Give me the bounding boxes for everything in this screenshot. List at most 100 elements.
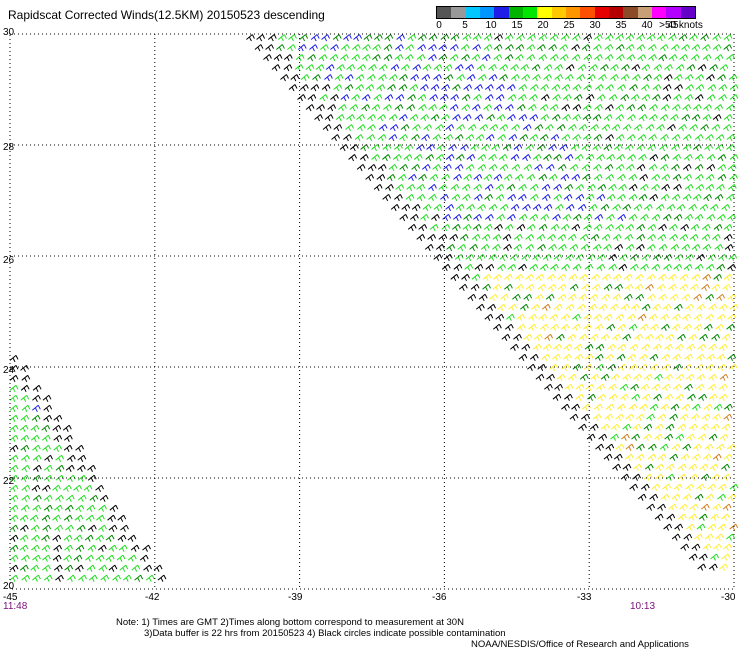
wind-barb: [648, 54, 657, 62]
wind-barb: [454, 253, 464, 262]
wind-barb: [592, 114, 602, 122]
wind-barb: [654, 423, 664, 431]
wind-barb: [628, 184, 638, 192]
wind-barb: [624, 283, 634, 292]
wind-barb: [75, 444, 85, 452]
wind-barb: [658, 223, 667, 232]
wind-barb: [21, 494, 31, 502]
wind-barb: [543, 74, 552, 82]
wind-barb: [727, 353, 737, 361]
wind-barb: [664, 343, 673, 351]
wind-barb: [493, 104, 503, 112]
wind-barb: [567, 333, 577, 341]
wind-barb: [120, 524, 129, 532]
wind-barb: [433, 253, 443, 262]
wind-barb: [603, 243, 612, 252]
wind-barb: [335, 114, 345, 122]
wind-barb: [583, 84, 592, 92]
wind-barb: [593, 134, 603, 142]
wind-barb: [638, 194, 648, 202]
lon-label-minus45: -45: [3, 592, 18, 603]
wind-barb: [633, 203, 643, 212]
wind-barb: [708, 303, 718, 312]
wind-barb: [651, 483, 661, 491]
wind-barb: [42, 444, 51, 452]
wind-barb: [105, 534, 115, 542]
wind-barb: [726, 104, 735, 112]
wind-barb: [41, 434, 51, 442]
wind-barb: [568, 273, 578, 282]
wind-barb: [661, 323, 670, 331]
wind-barb: [320, 44, 329, 52]
wind-barb: [473, 174, 483, 182]
wind-barb: [701, 413, 711, 421]
wind-barb: [526, 44, 536, 52]
wind-barb: [145, 574, 155, 582]
wind-barb: [668, 273, 677, 282]
wind-barb: [654, 513, 664, 521]
wind-barb: [572, 134, 581, 142]
wind-barb: [596, 263, 606, 272]
wind-barb: [721, 203, 731, 212]
wind-barb: [484, 84, 494, 92]
wind-barb: [549, 363, 559, 371]
wind-barb: [682, 194, 692, 202]
wind-barb: [65, 524, 74, 532]
wind-barb: [685, 303, 694, 312]
wind-barb: [373, 184, 383, 192]
wind-barb: [420, 213, 429, 222]
wind-barb: [652, 303, 661, 312]
wind-barb: [625, 243, 635, 252]
wind-barb: [493, 54, 503, 62]
wind-barb: [31, 534, 40, 542]
wind-barb: [606, 323, 616, 331]
wind-barb: [642, 393, 651, 401]
wind-barb: [682, 134, 692, 142]
wind-barb: [9, 534, 19, 542]
wind-barb: [390, 64, 400, 72]
wind-barb: [608, 393, 618, 401]
wind-barb: [587, 393, 596, 401]
wind-barb: [610, 433, 619, 441]
wind-barb: [726, 194, 735, 202]
wind-barb: [611, 423, 620, 431]
wind-barb: [718, 84, 728, 92]
wind-barb: [615, 164, 625, 172]
wind-barb: [21, 484, 31, 492]
wind-barb: [263, 54, 272, 62]
wind-barb: [718, 343, 728, 351]
wind-barb: [646, 293, 656, 302]
wind-barb: [399, 134, 408, 142]
wind-barb: [485, 263, 495, 272]
wind-barb: [521, 253, 531, 262]
wind-barb: [435, 243, 445, 252]
wind-barb: [396, 34, 406, 42]
wind-barb: [700, 503, 710, 511]
wind-barb: [322, 124, 332, 132]
wind-barb: [592, 243, 602, 252]
wind-barb: [631, 393, 641, 401]
wind-barb: [608, 184, 617, 192]
wind-barb: [394, 54, 404, 62]
wind-barb: [117, 534, 127, 542]
wind-barb: [354, 134, 364, 142]
wind-barb: [532, 74, 541, 82]
wind-barb: [495, 194, 505, 202]
wind-barb: [65, 464, 75, 472]
wind-barb: [493, 44, 503, 52]
wind-barb: [616, 154, 626, 162]
wind-barb: [668, 503, 678, 511]
wind-barb: [544, 124, 554, 132]
wind-barb: [388, 134, 398, 142]
wind-barb: [628, 213, 638, 222]
wind-barb: [561, 263, 570, 272]
wind-barb: [330, 44, 339, 52]
wind-barb: [362, 54, 371, 62]
wind-barb: [672, 383, 682, 391]
wind-barb: [378, 74, 387, 82]
wind-barb: [578, 124, 588, 132]
wind-barb: [511, 164, 521, 172]
wind-barb: [419, 84, 429, 92]
wind-barb: [43, 404, 53, 413]
wind-barb: [502, 144, 512, 152]
